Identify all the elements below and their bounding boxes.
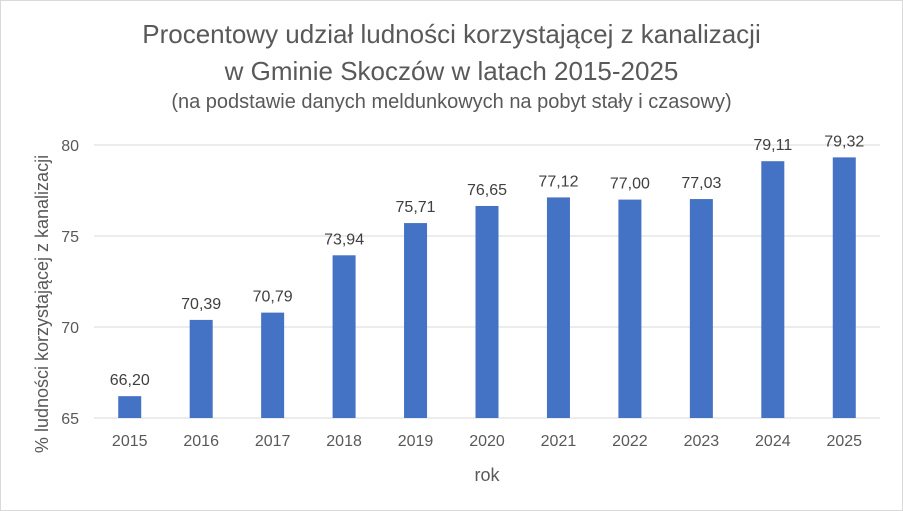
bar-2015 — [118, 396, 142, 418]
y-tick-label: 75 — [61, 229, 79, 246]
data-label: 70,79 — [253, 289, 293, 306]
y-tick-label: 70 — [61, 320, 79, 337]
x-tick-label: 2020 — [469, 433, 505, 450]
bar-2020 — [475, 205, 499, 418]
x-tick-label: 2025 — [826, 433, 862, 450]
y-tick-label: 65 — [61, 411, 79, 428]
x-tick-label: 2024 — [755, 433, 791, 450]
bar-2025 — [832, 157, 856, 418]
bar-2023 — [689, 199, 713, 418]
chart-subtitle: (na podstawie danych meldunkowych na pob… — [171, 91, 732, 113]
bar-2018 — [332, 255, 356, 418]
x-tick-labels: 2015 2016 2017 2018 2019 2020 2021 2022 2023 2024… — [112, 433, 862, 450]
x-tick-label: 2016 — [183, 433, 219, 450]
data-label: 77,00 — [610, 176, 650, 193]
chart-title-line-1: Procentowy udział ludności korzystającej… — [142, 19, 761, 49]
bar-2017 — [261, 312, 285, 418]
bar-2021 — [546, 197, 570, 418]
data-label: 76,65 — [467, 182, 507, 199]
data-label: 70,39 — [181, 296, 221, 313]
data-label: 79,11 — [753, 137, 792, 154]
bars — [118, 157, 856, 418]
y-tick-label: 80 — [61, 138, 79, 155]
x-tick-label: 2019 — [398, 433, 434, 450]
x-tick-label: 2017 — [255, 433, 291, 450]
bar-2016 — [189, 319, 213, 418]
bar-2024 — [761, 161, 785, 418]
x-tick-label: 2023 — [684, 433, 720, 450]
x-axis-title: rok — [474, 465, 500, 485]
data-label: 73,94 — [324, 231, 364, 248]
data-label: 75,71 — [396, 199, 436, 216]
y-tick-labels: 65 70 75 80 — [61, 138, 79, 428]
x-tick-label: 2018 — [326, 433, 362, 450]
data-labels: 66,20 70,39 70,79 73,94 75,71 76,65 77,12 77,00… — [110, 133, 865, 389]
x-tick-label: 2015 — [112, 433, 148, 450]
x-tick-label: 2022 — [612, 433, 648, 450]
bar-2022 — [618, 199, 642, 418]
bar-2019 — [404, 223, 428, 418]
data-label: 79,32 — [824, 133, 864, 150]
x-tick-label: 2021 — [541, 433, 577, 450]
y-axis-title: % ludności korzystającej z kanalizacji — [32, 155, 52, 453]
chart-title-line-2: w Gminie Skoczów w latach 2015-2025 — [224, 56, 679, 86]
data-label: 77,03 — [681, 175, 721, 192]
data-label: 77,12 — [538, 173, 578, 190]
data-label: 66,20 — [110, 372, 150, 389]
